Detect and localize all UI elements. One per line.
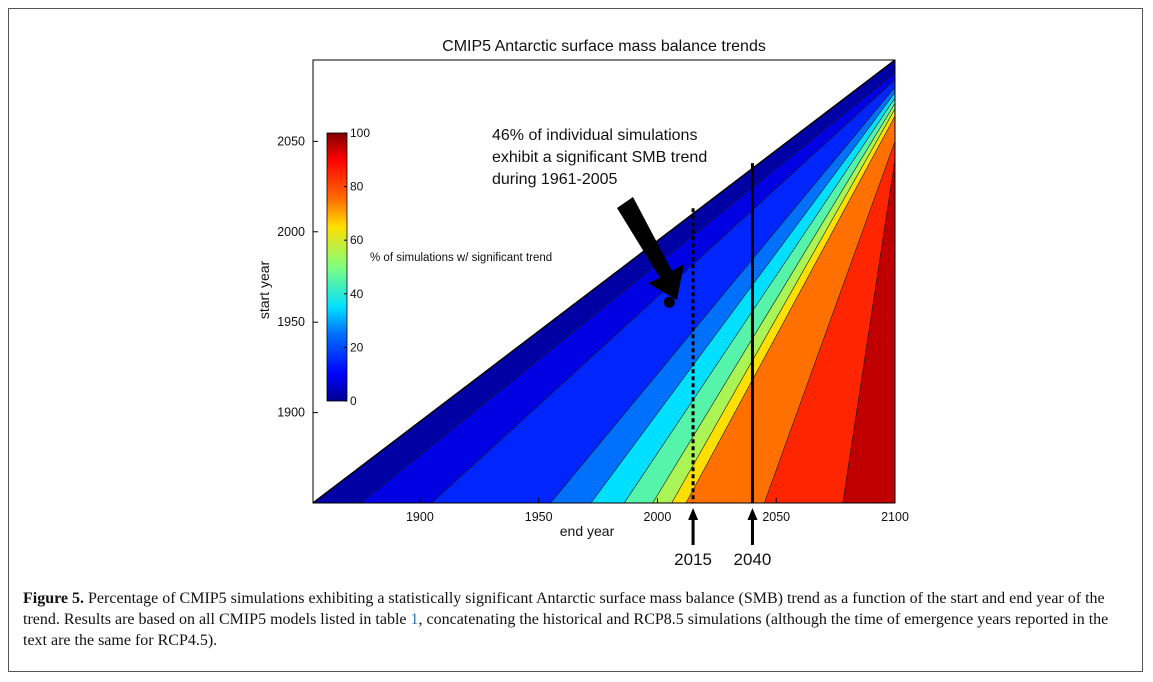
contour-line	[842, 159, 895, 503]
y-tick-label: 1950	[277, 315, 305, 329]
marker-arrow-head	[688, 508, 699, 520]
colorbar-tick-label: 0	[350, 394, 357, 408]
vertical-markers: 2015 2040	[674, 163, 771, 569]
x-tick-label: 1900	[406, 510, 434, 524]
annotation-line-1: 46% of individual simulations	[492, 127, 697, 144]
contour-line	[685, 115, 895, 503]
marker-label: 2040	[734, 550, 772, 569]
y-tick-label: 1900	[277, 406, 305, 420]
x-tick-label: 2100	[881, 510, 909, 524]
colorbar-tick-label: 100	[350, 126, 370, 140]
y-axis: 1900 1950 2000 2050	[277, 134, 318, 420]
marker-label: 2015	[674, 550, 712, 569]
y-axis-label: start year	[256, 260, 272, 319]
x-tick-label: 2050	[762, 510, 790, 524]
colorbar-tick-label: 40	[350, 287, 364, 301]
x-axis-label: end year	[560, 523, 615, 539]
annotation-line-2: exhibit a significant SMB trend	[492, 149, 707, 166]
contour-line	[550, 86, 895, 503]
marker-arrow-head	[747, 508, 758, 520]
colorbar-tick-label: 20	[350, 340, 364, 354]
colorbar-scale	[326, 132, 348, 402]
contour-line	[360, 72, 895, 503]
y-tick-label: 2000	[277, 225, 305, 239]
colorbar-tick-label: 80	[350, 180, 364, 194]
contour-line	[764, 141, 895, 503]
x-axis: 1900 1950 2000 2050 2100	[406, 498, 909, 524]
caption-table-ref-link[interactable]: 1	[410, 611, 419, 628]
y-tick-label: 2050	[277, 134, 305, 148]
annotation: 46% of individual simulations exhibit a …	[492, 127, 707, 308]
contour-line	[671, 108, 895, 503]
contour-line	[590, 92, 895, 503]
colorbar: 0 20 40 60 80 100 % of simulations w/ signifi…	[326, 126, 552, 408]
annotation-arrow	[617, 197, 684, 300]
highlight-point	[663, 296, 675, 308]
contour-line	[623, 97, 895, 503]
x-tick-label: 2000	[644, 510, 672, 524]
x-tick-label: 1950	[525, 510, 553, 524]
colorbar-tick-label: 60	[350, 233, 364, 247]
contour-line	[652, 103, 895, 503]
plot-border	[312, 59, 896, 504]
caption-text-1: Percentage of CMIP5 simulations exhibiti…	[23, 590, 1105, 628]
chart-title: CMIP5 Antarctic surface mass balance tre…	[442, 38, 766, 55]
colorbar-label: % of simulations w/ significant trend	[370, 252, 552, 264]
caption-label: Figure 5.	[23, 590, 85, 607]
heatmap-area	[313, 60, 895, 503]
figure-caption: Figure 5. Percentage of CMIP5 simulation…	[23, 588, 1128, 651]
caption-text-2: , concatenating the historical and RCP8.…	[23, 611, 1109, 649]
annotation-line-3: during 1961-2005	[492, 171, 618, 188]
diagonal-line	[313, 60, 895, 503]
